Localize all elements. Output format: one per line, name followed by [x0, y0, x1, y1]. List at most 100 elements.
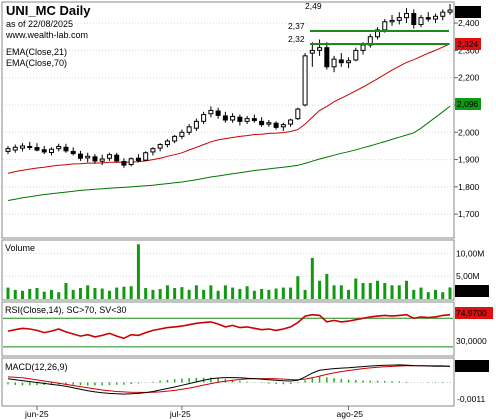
price-panel-frame — [1, 1, 455, 239]
volume-bar — [6, 287, 10, 299]
volume-bar — [252, 290, 256, 299]
price-bar-body — [48, 148, 54, 153]
macd-signal-line — [7, 365, 451, 393]
price-bar-body — [193, 120, 199, 129]
volume-bar — [296, 276, 300, 299]
price-bar-body — [360, 44, 366, 51]
rsi-badge: 74,9700 — [455, 307, 493, 319]
volume-bar — [260, 288, 264, 299]
macd-hist-badge: -0,0011 — [457, 394, 485, 404]
price-bar-body — [222, 115, 228, 121]
ema70-badge-bg — [455, 98, 481, 110]
close-price-badge: 2,448 — [455, 6, 481, 18]
price-bar-body — [201, 114, 207, 122]
macd-series — [7, 364, 451, 395]
volume-bar — [194, 285, 198, 299]
volume-bar — [187, 289, 191, 299]
grid-lines — [3, 22, 458, 383]
ema21-badge-bg — [455, 38, 481, 50]
price-bar-body — [302, 55, 308, 106]
volume-bar — [397, 285, 401, 299]
volume-bar — [267, 289, 271, 299]
annotation-label: 2,37 — [288, 21, 305, 31]
volume-bar — [245, 286, 249, 299]
volume-bar — [107, 290, 111, 299]
rsi-tick-30: 30,0000 — [456, 336, 487, 346]
ema21-badge-text: 2,324 — [457, 39, 479, 49]
legend-ema21: EMA(Close,21) — [6, 47, 67, 57]
volume-bar — [383, 283, 387, 299]
volume-bar — [20, 290, 24, 299]
price-tick-label: 1,800 — [458, 182, 480, 192]
price-bar-body — [150, 148, 156, 153]
price-bar-body — [375, 29, 381, 38]
price-bar-body — [208, 109, 214, 115]
price-bar-body — [425, 17, 431, 20]
price-bar-body — [99, 158, 105, 162]
chart-title: UNI_MC Daily — [6, 3, 91, 18]
volume-bar — [347, 289, 351, 299]
price-tick-label: 2,200 — [458, 73, 480, 83]
ema21-line — [7, 43, 451, 174]
price-bar-body — [114, 154, 120, 162]
chart-date: as of 22/08/2025 — [6, 19, 73, 29]
volume-bar — [122, 286, 126, 299]
volume-bar — [165, 285, 169, 299]
close-badge-text: 2,448 — [457, 7, 479, 17]
volume-bar — [405, 280, 409, 299]
price-bar-body — [56, 145, 62, 150]
price-bar-body — [19, 145, 25, 149]
volume-bar — [354, 278, 358, 299]
volume-bar — [310, 257, 314, 299]
price-tick-label: 1,700 — [458, 209, 480, 219]
volume-bar — [180, 287, 184, 299]
price-bar-body — [288, 119, 294, 125]
ema21-badge: 2,324 — [455, 38, 481, 50]
price-bar-body — [164, 140, 170, 146]
price-bar-body — [418, 17, 424, 25]
price-bar-body — [186, 126, 192, 133]
price-bar-body — [396, 17, 402, 21]
volume-bar — [115, 287, 119, 299]
volume-tick-label: 5,00M — [456, 271, 480, 281]
panel-frames — [1, 1, 455, 407]
volume-bar — [361, 283, 365, 299]
volume-bar — [274, 288, 278, 299]
volume-bar — [151, 289, 155, 299]
price-bar-body — [106, 154, 112, 159]
volume-badge-text: 2,54 M — [457, 286, 483, 296]
price-bar-body — [128, 158, 134, 165]
volume-bar — [216, 290, 220, 299]
volume-bar — [173, 288, 177, 299]
price-bar-body — [338, 59, 344, 64]
volume-bar — [209, 285, 213, 299]
volume-bar — [28, 288, 32, 299]
macd-line — [7, 364, 451, 395]
volume-bar — [376, 280, 380, 299]
price-bar-body — [34, 147, 40, 151]
volume-bar — [231, 287, 235, 299]
price-bar-body — [41, 149, 47, 153]
price-bar-body — [215, 110, 221, 116]
price-bar-body — [440, 11, 446, 17]
volume-bar — [238, 288, 242, 299]
volume-bar — [57, 292, 61, 299]
x-tick-label: jul-25 — [169, 409, 191, 419]
volume-bar — [441, 292, 445, 299]
price-bar-body — [251, 118, 257, 122]
volume-bar — [448, 287, 452, 299]
price-bar-body — [309, 49, 315, 54]
price-bar-body — [63, 146, 69, 152]
rsi-badge-bg — [455, 307, 493, 319]
volume-bar — [281, 287, 285, 299]
annotation-label: 2,49 — [305, 1, 322, 11]
price-bar-body — [346, 60, 352, 64]
price-bar-body — [172, 135, 178, 142]
price-bar-body — [70, 150, 76, 155]
price-bar-body — [244, 118, 250, 122]
macd-badge-text: 0,0858 — [457, 361, 483, 371]
price-bar-body — [259, 120, 265, 126]
price-bar-body — [179, 131, 185, 137]
price-bar-body — [12, 146, 18, 151]
